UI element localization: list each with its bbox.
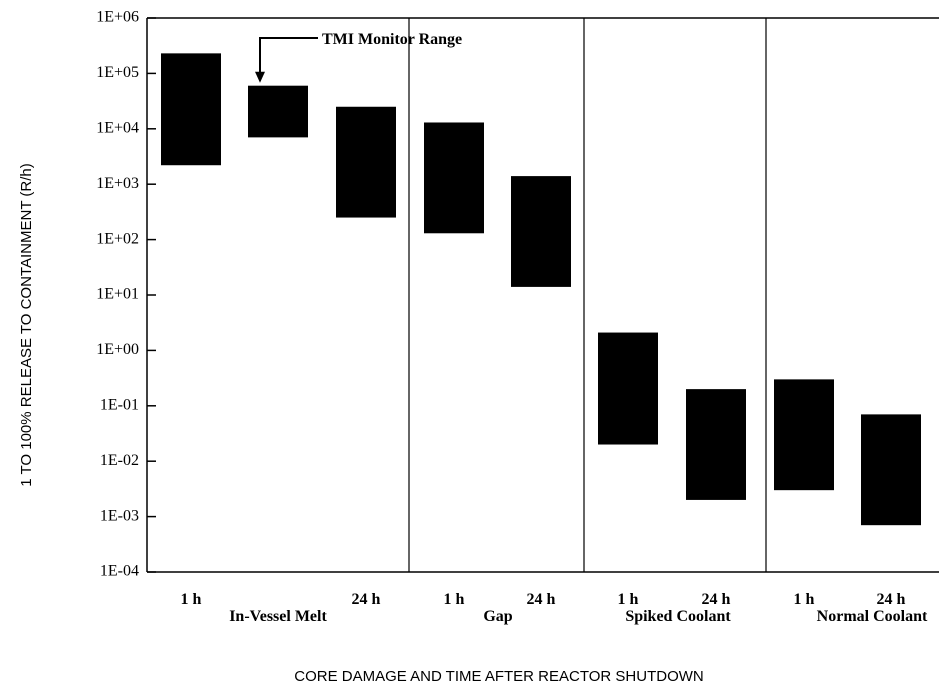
group-label: In-Vessel Melt — [229, 608, 327, 625]
group-label: Gap — [483, 608, 512, 625]
y-tick-label: 1E-03 — [100, 507, 139, 524]
group-label: Spiked Coolant — [625, 608, 731, 625]
category-labels: 1 h 24 h 1 h 24 h 1 h 24 h 1 h 24 h — [181, 591, 906, 608]
y-tick-label: 1E+01 — [96, 286, 139, 303]
group-labels: In-Vessel Melt Gap Spiked Coolant Normal Co… — [229, 608, 928, 625]
y-axis-title: 1 TO 100% RELEASE TO CONTAINMENT (R/h) — [18, 163, 35, 486]
annotation-leader — [259, 37, 318, 81]
y-tick-label: 1E+00 — [96, 341, 139, 358]
category-label: 24 h — [352, 591, 381, 608]
range-bar — [861, 414, 921, 526]
y-tick-label: 1E+03 — [96, 175, 139, 192]
category-label: 24 h — [877, 591, 906, 608]
category-label: 24 h — [527, 591, 556, 608]
range-bar — [424, 122, 484, 234]
y-axis-ticks: 1E-04 1E-03 1E-02 1E-01 1E+00 1E+01 1E+02 1E+03… — [96, 9, 156, 580]
category-label: 1 h — [181, 591, 202, 608]
y-tick-label: 1E-04 — [100, 563, 139, 580]
category-label: 24 h — [702, 591, 731, 608]
range-bar — [161, 53, 221, 166]
range-bars — [161, 53, 921, 526]
range-bar — [774, 379, 834, 491]
annotation: TMI Monitor Range — [255, 31, 462, 83]
category-label: 1 h — [444, 591, 465, 608]
annotation-label: TMI Monitor Range — [322, 31, 462, 48]
range-bar — [248, 85, 308, 138]
y-tick-label: 1E+04 — [96, 119, 139, 136]
range-bar — [511, 176, 571, 287]
y-tick-label: 1E+02 — [96, 230, 139, 247]
group-label: Normal Coolant — [817, 608, 928, 625]
y-tick-label: 1E-02 — [100, 452, 139, 469]
annotation-arrowhead — [255, 71, 265, 83]
range-bar — [336, 106, 396, 218]
y-tick-label: 1E+05 — [96, 64, 139, 81]
y-tick-label: 1E-01 — [100, 396, 139, 413]
range-bar — [598, 332, 658, 445]
category-label: 1 h — [618, 591, 639, 608]
category-label: 1 h — [794, 591, 815, 608]
y-tick-label: 1E+06 — [96, 9, 139, 26]
range-bar — [686, 389, 746, 500]
x-axis-title: CORE DAMAGE AND TIME AFTER REACTOR SHUTD… — [294, 668, 703, 685]
